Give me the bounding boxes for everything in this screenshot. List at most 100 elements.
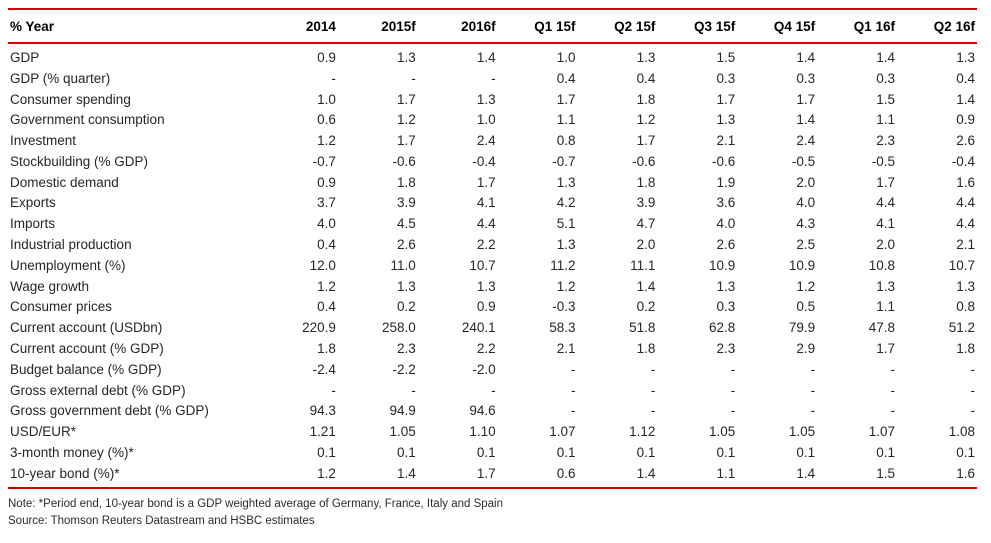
table-row: Consumer prices 0.4 0.2 0.9 -0.3 0.2 0.3 0.5 1.1… xyxy=(8,297,977,318)
row-label: Budget balance (% GDP) xyxy=(10,361,162,377)
value-cell: 2.0 xyxy=(636,237,656,253)
value-cell: 1.12 xyxy=(629,424,656,440)
value-cell: 0.4 xyxy=(956,70,975,86)
value-cell: 1.3 xyxy=(716,278,736,294)
value-cell: 1.3 xyxy=(476,91,496,107)
value-cell: 4.4 xyxy=(956,195,975,211)
row-label: Gross external debt (% GDP) xyxy=(10,382,186,398)
value-cell: 1.21 xyxy=(309,424,336,440)
value-cell: 1.1 xyxy=(556,112,576,128)
value-cell: 2.4 xyxy=(476,133,496,149)
value-cell: 94.6 xyxy=(469,403,496,419)
value-cell: 3.6 xyxy=(716,195,736,211)
value-cell: 0.9 xyxy=(317,50,336,65)
table-row: Gross external debt (% GDP) - - - - - - - - - xyxy=(8,380,977,401)
value-cell: 1.7 xyxy=(636,133,656,149)
value-cell: 12.0 xyxy=(309,257,336,273)
value-cell: 258.0 xyxy=(381,320,416,336)
value-cell: - xyxy=(810,361,816,377)
value-cell: -0.7 xyxy=(312,153,336,169)
value-cell: - xyxy=(730,361,736,377)
value-cell: 1.2 xyxy=(317,465,336,481)
value-cell: 0.1 xyxy=(956,444,975,460)
value-cell: - xyxy=(650,403,656,419)
table-row: Current account (% GDP) 1.8 2.3 2.2 2.1 1.8 2.… xyxy=(8,338,977,359)
value-cell: 1.3 xyxy=(956,50,975,65)
value-cell: 4.0 xyxy=(716,216,736,232)
value-cell: - xyxy=(890,403,896,419)
value-cell: 4.4 xyxy=(476,216,496,232)
value-cell: 2.0 xyxy=(876,237,896,253)
value-cell: 1.5 xyxy=(876,465,896,481)
value-cell: 1.2 xyxy=(317,278,336,294)
table-row: Exports 3.7 3.9 4.1 4.2 3.9 3.6 4.0 4.4 4.4 xyxy=(8,193,977,214)
value-cell: 1.4 xyxy=(876,50,896,65)
value-cell: 0.1 xyxy=(716,444,736,460)
value-cell: 0.8 xyxy=(956,299,975,315)
value-cell: 4.1 xyxy=(876,216,896,232)
value-cell: 94.9 xyxy=(389,403,416,419)
table-row: Budget balance (% GDP) -2.4 -2.2 -2.0 - - - - - - xyxy=(8,359,977,380)
value-cell: 1.0 xyxy=(476,112,496,128)
value-cell: 11.1 xyxy=(630,257,656,273)
value-cell: 4.3 xyxy=(796,216,816,232)
value-cell: 0.2 xyxy=(397,299,416,315)
value-cell: - xyxy=(571,382,576,398)
value-cell: -0.6 xyxy=(392,153,416,169)
value-cell: 1.7 xyxy=(476,174,496,190)
value-cell: 1.2 xyxy=(397,112,416,128)
row-label: Current account (% GDP) xyxy=(10,340,164,356)
value-cell: 0.9 xyxy=(317,174,336,190)
value-cell: - xyxy=(810,382,816,398)
value-cell: 0.1 xyxy=(317,444,336,460)
value-cell: 240.1 xyxy=(461,320,496,336)
value-cell: 1.3 xyxy=(556,237,576,253)
value-cell: 1.7 xyxy=(397,133,416,149)
column-header: Q1 16f xyxy=(853,19,896,34)
value-cell: 0.4 xyxy=(556,70,576,86)
row-label: GDP (% quarter) xyxy=(10,70,111,86)
value-cell: -0.7 xyxy=(552,153,576,169)
value-cell: 3.7 xyxy=(317,195,336,211)
row-label: Stockbuilding (% GDP) xyxy=(10,153,149,169)
value-cell: 4.0 xyxy=(317,216,336,232)
value-cell: 1.3 xyxy=(397,278,416,294)
value-cell: -0.6 xyxy=(712,153,736,169)
value-cell: 0.4 xyxy=(636,70,656,86)
value-cell: 2.3 xyxy=(876,133,896,149)
value-cell: 0.6 xyxy=(556,465,576,481)
table-footnotes: Note: *Period end, 10-year bond is a GDP… xyxy=(8,496,977,529)
row-label: Exports xyxy=(10,195,56,211)
header-row: % Year 2014 2015f 2016f Q1 15f Q2 15f Q3 15f Q4… xyxy=(8,9,977,43)
value-cell: 0.3 xyxy=(796,70,816,86)
value-cell: 4.0 xyxy=(796,195,816,211)
value-cell: 1.4 xyxy=(636,278,656,294)
value-cell: 62.8 xyxy=(709,320,736,336)
value-cell: -2.4 xyxy=(312,361,336,377)
value-cell: 0.1 xyxy=(636,444,656,460)
column-header: 2014 xyxy=(305,19,336,34)
value-cell: 1.07 xyxy=(868,424,896,440)
value-cell: 0.9 xyxy=(476,299,496,315)
value-cell: -2.0 xyxy=(472,361,496,377)
value-cell: -0.4 xyxy=(951,153,975,169)
table-row: Current account (USDbn) 220.9 258.0 240.1 58… xyxy=(8,318,977,339)
value-cell: 1.4 xyxy=(956,91,975,107)
value-cell: 0.9 xyxy=(956,112,975,128)
value-cell: 1.3 xyxy=(876,278,896,294)
value-cell: 1.2 xyxy=(317,133,336,149)
value-cell: 1.7 xyxy=(876,174,896,190)
value-cell: - xyxy=(650,382,656,398)
table-row: Gross government debt (% GDP) 94.3 94.9 94.… xyxy=(8,401,977,422)
row-label: Investment xyxy=(10,133,77,149)
value-cell: 10.7 xyxy=(948,257,975,273)
value-cell: 1.5 xyxy=(876,91,896,107)
value-cell: - xyxy=(331,70,336,86)
value-cell: 0.2 xyxy=(636,299,656,315)
value-cell: 3.9 xyxy=(397,195,416,211)
value-cell: 11.2 xyxy=(550,257,576,273)
value-cell: 1.6 xyxy=(956,174,975,190)
value-cell: 1.8 xyxy=(956,340,975,356)
value-cell: 1.4 xyxy=(796,465,816,481)
value-cell: 0.1 xyxy=(796,444,816,460)
